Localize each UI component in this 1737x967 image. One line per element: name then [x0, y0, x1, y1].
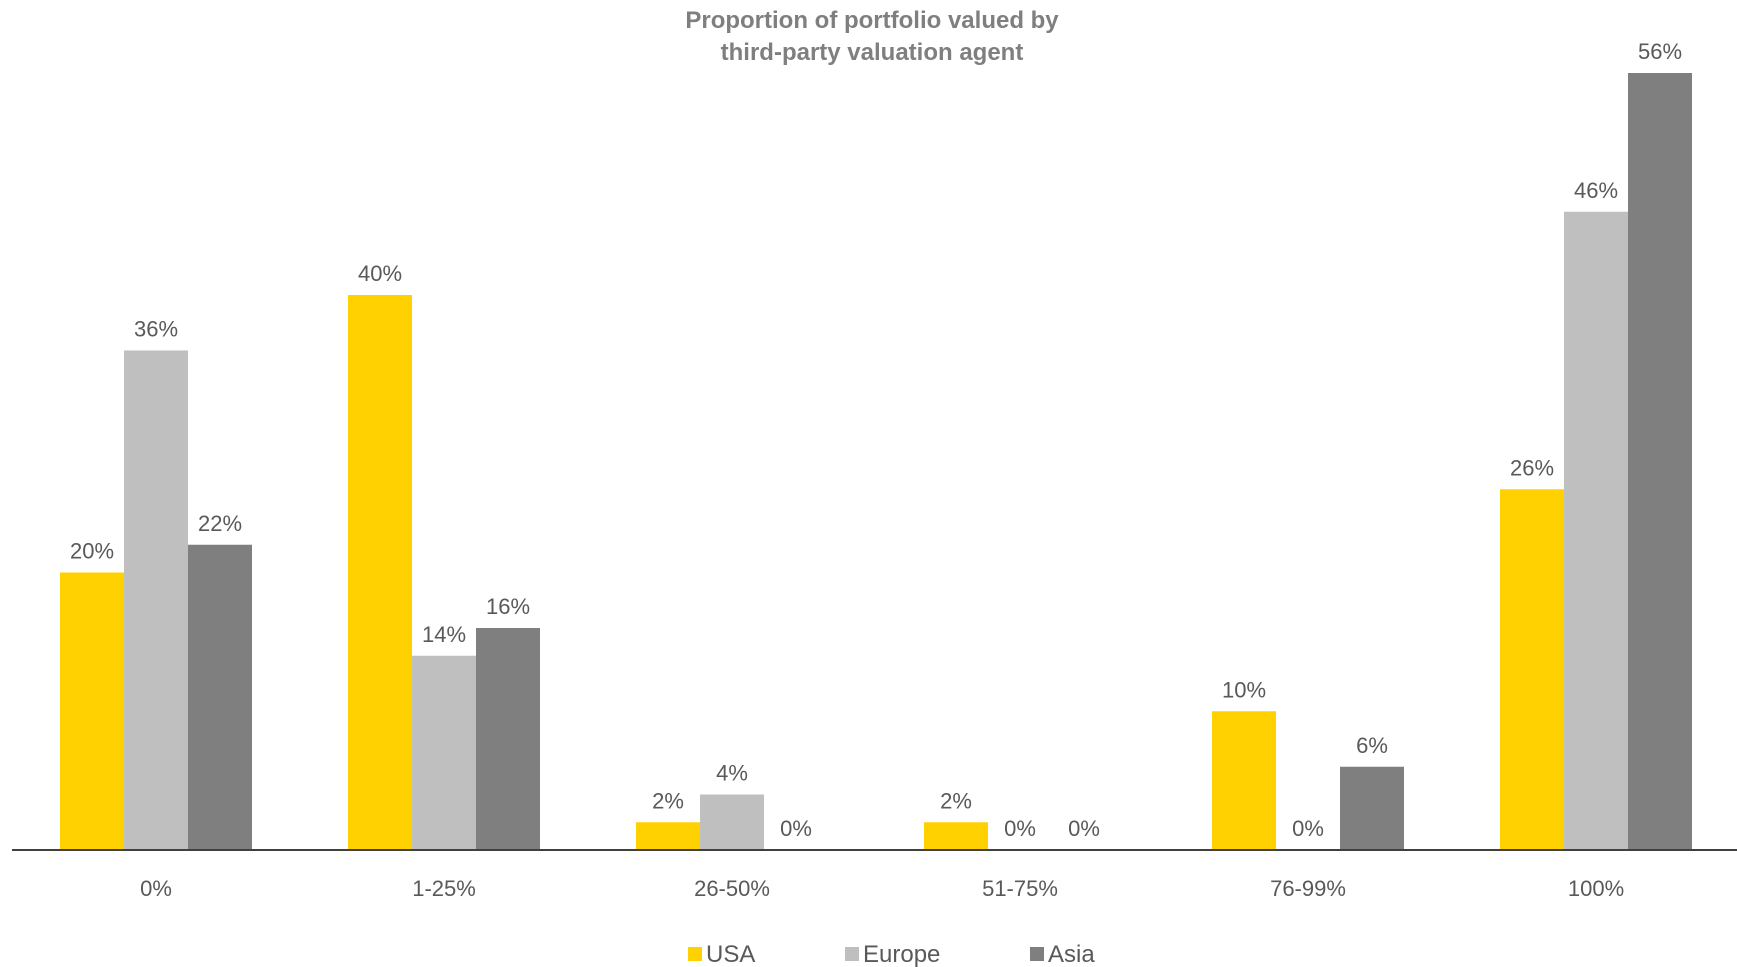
data-label-asia-51-75pct: 0%	[1068, 816, 1100, 841]
x-tick-labels-group: 0% 1-25% 26-50% 51-75% 76-99% 100%	[140, 876, 1624, 901]
data-label-europe-100pct: 46%	[1574, 178, 1618, 203]
data-label-usa-100pct: 26%	[1510, 455, 1554, 480]
x-tick-label-0pct: 0%	[140, 876, 172, 901]
legend-label-usa: USA	[706, 941, 755, 967]
bar-asia-0pct	[188, 544, 252, 850]
legend-label-asia: Asia	[1048, 941, 1095, 967]
legend-swatch-asia	[1030, 947, 1044, 961]
bar-usa-26-50pct	[636, 822, 700, 850]
x-tick-label-1-25pct: 1-25%	[412, 876, 476, 901]
bar-asia-1-25pct	[476, 628, 540, 850]
x-tick-label-26-50pct: 26-50%	[694, 876, 770, 901]
legend-swatch-usa	[688, 947, 702, 961]
data-labels-group: 20% 36% 22% 40% 14% 16% 2% 4% 0% 2% 0% 0% 10% 0% 6% 26%…	[70, 39, 1682, 841]
x-tick-label-100pct: 100%	[1568, 876, 1624, 901]
data-label-usa-51-75pct: 2%	[940, 788, 972, 813]
data-label-asia-76-99pct: 6%	[1356, 733, 1388, 758]
chart-title-line-2: third-party valuation agent	[721, 39, 1024, 66]
data-label-europe-1-25pct: 14%	[422, 622, 466, 647]
bar-europe-100pct	[1564, 211, 1628, 850]
bar-europe-26-50pct	[700, 794, 764, 850]
bar-asia-76-99pct	[1340, 766, 1404, 850]
legend: USA Europe Asia	[688, 941, 1095, 967]
legend-label-europe: Europe	[863, 941, 940, 967]
data-label-europe-51-75pct: 0%	[1004, 816, 1036, 841]
bars-group	[60, 73, 1692, 850]
data-label-usa-0pct: 20%	[70, 539, 114, 564]
data-label-europe-26-50pct: 4%	[716, 761, 748, 786]
bar-asia-100pct	[1628, 73, 1692, 850]
legend-swatch-europe	[845, 947, 859, 961]
bar-europe-0pct	[124, 350, 188, 850]
data-label-europe-76-99pct: 0%	[1292, 816, 1324, 841]
x-tick-label-76-99pct: 76-99%	[1270, 876, 1346, 901]
bar-europe-1-25pct	[412, 655, 476, 850]
data-label-asia-100pct: 56%	[1638, 39, 1682, 64]
bar-usa-76-99pct	[1212, 711, 1276, 850]
data-label-usa-1-25pct: 40%	[358, 261, 402, 286]
bar-usa-100pct	[1500, 489, 1564, 850]
data-label-usa-26-50pct: 2%	[652, 788, 684, 813]
bar-usa-0pct	[60, 572, 124, 850]
x-tick-label-51-75pct: 51-75%	[982, 876, 1058, 901]
chart-title-line-1: Proportion of portfolio valued by	[685, 7, 1059, 34]
data-label-asia-0pct: 22%	[198, 511, 242, 536]
data-label-europe-0pct: 36%	[134, 317, 178, 342]
bar-usa-51-75pct	[924, 822, 988, 850]
data-label-usa-76-99pct: 10%	[1222, 677, 1266, 702]
data-label-asia-1-25pct: 16%	[486, 594, 530, 619]
data-label-asia-26-50pct: 0%	[780, 816, 812, 841]
bar-usa-1-25pct	[348, 295, 412, 850]
